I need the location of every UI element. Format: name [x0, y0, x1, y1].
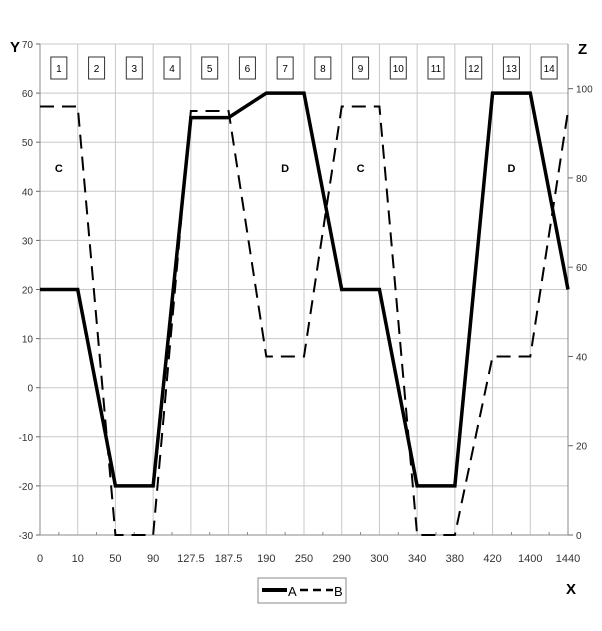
y2-tick-label: 40 — [576, 352, 588, 363]
interval-label: 10 — [393, 64, 405, 75]
y-axis-label: Y — [10, 39, 20, 56]
series-line-b — [40, 105, 569, 536]
y-tick-label: -10 — [19, 433, 34, 444]
y2-tick-label: 60 — [576, 263, 588, 274]
x-tick-label: 127.5 — [177, 553, 205, 565]
y-tick-label: -20 — [19, 482, 34, 493]
interval-box — [50, 56, 68, 80]
legend: A B — [257, 577, 347, 604]
series-lines — [40, 91, 570, 536]
x-tick-label: 187.5 — [215, 553, 243, 565]
y-tick-label: 0 — [27, 384, 33, 395]
interval-label: 11 — [431, 64, 442, 75]
x-tick-label: 190 — [257, 553, 275, 565]
interval-labels: 1 2 3 4 5 6 7 8 9 10 11 12 13 14C D C D — [50, 56, 558, 175]
y2-tick-label: 20 — [576, 442, 588, 453]
region-annotation: C — [357, 163, 365, 175]
x-tick-label: 340 — [408, 553, 426, 565]
y2-tick-label: 80 — [576, 174, 588, 185]
y2-axis-label: Z — [578, 41, 587, 58]
interval-box — [389, 56, 407, 80]
interval-box — [540, 56, 558, 80]
x-tick-label: 10 — [72, 553, 84, 565]
interval-label: 12 — [468, 64, 480, 75]
interval-box — [314, 56, 332, 80]
x-tick-label: 300 — [370, 553, 388, 565]
interval-label: 4 — [169, 64, 175, 75]
x-tick-label: 50 — [109, 553, 121, 565]
interval-label: 6 — [245, 64, 251, 75]
x-tick-label: 250 — [295, 553, 313, 565]
y-tick-label: 60 — [22, 89, 34, 100]
y-tick-label: 70 — [22, 40, 34, 51]
x-tick-label: 0 — [37, 553, 43, 565]
series-line-a — [40, 91, 570, 488]
interval-box — [125, 56, 143, 80]
y-tick-label: 40 — [22, 187, 34, 198]
y-tick-label: 30 — [22, 236, 34, 247]
x-axis-label: X — [566, 581, 576, 598]
interval-box — [352, 56, 370, 80]
interval-label: 5 — [207, 64, 213, 75]
legend-label-b: B — [334, 584, 343, 599]
x-tick-label: 290 — [333, 553, 351, 565]
interval-label: 13 — [506, 64, 518, 75]
interval-label: 3 — [132, 64, 138, 75]
interval-label: 1 — [56, 64, 62, 75]
y2-tick-label: 100 — [576, 85, 593, 96]
region-annotation: D — [281, 163, 289, 175]
y-tick-label: 20 — [22, 286, 34, 297]
y2-tick-label: 0 — [576, 531, 582, 542]
x-tick-label: 420 — [483, 553, 501, 565]
interval-label: 8 — [320, 64, 326, 75]
interval-box — [163, 56, 181, 80]
interval-box — [201, 56, 219, 80]
interval-box — [88, 56, 106, 80]
interval-box — [465, 56, 483, 80]
interval-box — [502, 56, 520, 80]
interval-label: 7 — [282, 64, 288, 75]
legend-label-a: A — [288, 584, 297, 599]
x-tick-label: 1440 — [556, 553, 580, 565]
region-annotation: C — [55, 163, 63, 175]
y-tick-label: 50 — [22, 138, 34, 149]
interval-box — [238, 56, 256, 80]
x-tick-label: 1400 — [518, 553, 542, 565]
y-tick-label: 10 — [22, 335, 34, 346]
x-tick-label: 90 — [147, 553, 159, 565]
x-tick-label: 380 — [446, 553, 464, 565]
interval-label: 14 — [544, 64, 556, 75]
region-annotation: D — [507, 163, 515, 175]
interval-label: 9 — [358, 64, 364, 75]
interval-box — [276, 56, 294, 80]
interval-box — [427, 56, 445, 80]
y-tick-label: -30 — [19, 531, 34, 542]
interval-label: 2 — [94, 64, 100, 75]
